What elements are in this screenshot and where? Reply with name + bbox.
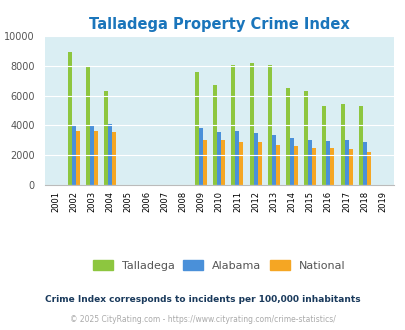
Bar (213, 84, 217, 185)
Bar (235, 131, 239, 185)
Bar (326, 141, 330, 185)
Bar (267, 65, 271, 185)
Bar (322, 106, 326, 185)
Bar (76, 131, 79, 185)
Bar (72, 125, 76, 185)
Bar (86, 67, 90, 185)
Title: Talladega Property Crime Index: Talladega Property Crime Index (89, 17, 349, 32)
Bar (257, 143, 261, 185)
Text: Crime Index corresponds to incidents per 100,000 inhabitants: Crime Index corresponds to incidents per… (45, 295, 360, 304)
Bar (94, 131, 98, 185)
Legend: Talladega, Alabama, National: Talladega, Alabama, National (88, 256, 350, 275)
Bar (217, 132, 221, 185)
Bar (330, 148, 334, 185)
Bar (231, 65, 235, 185)
Bar (366, 152, 370, 185)
Bar (307, 140, 311, 185)
Text: © 2025 CityRating.com - https://www.cityrating.com/crime-statistics/: © 2025 CityRating.com - https://www.city… (70, 315, 335, 324)
Bar (198, 128, 202, 185)
Bar (202, 140, 207, 185)
Bar (275, 145, 279, 185)
Bar (104, 91, 108, 185)
Bar (303, 91, 307, 185)
Bar (289, 138, 293, 185)
Bar (293, 146, 297, 185)
Bar (221, 140, 225, 185)
Bar (194, 72, 198, 185)
Bar (311, 148, 315, 185)
Bar (239, 142, 243, 185)
Bar (344, 140, 347, 185)
Bar (347, 149, 352, 185)
Bar (362, 143, 366, 185)
Bar (285, 87, 289, 185)
Bar (112, 132, 116, 185)
Bar (249, 63, 253, 185)
Bar (358, 106, 362, 185)
Bar (340, 104, 344, 185)
Bar (68, 52, 72, 185)
Bar (90, 125, 94, 185)
Bar (253, 133, 257, 185)
Bar (271, 135, 275, 185)
Bar (108, 124, 112, 185)
